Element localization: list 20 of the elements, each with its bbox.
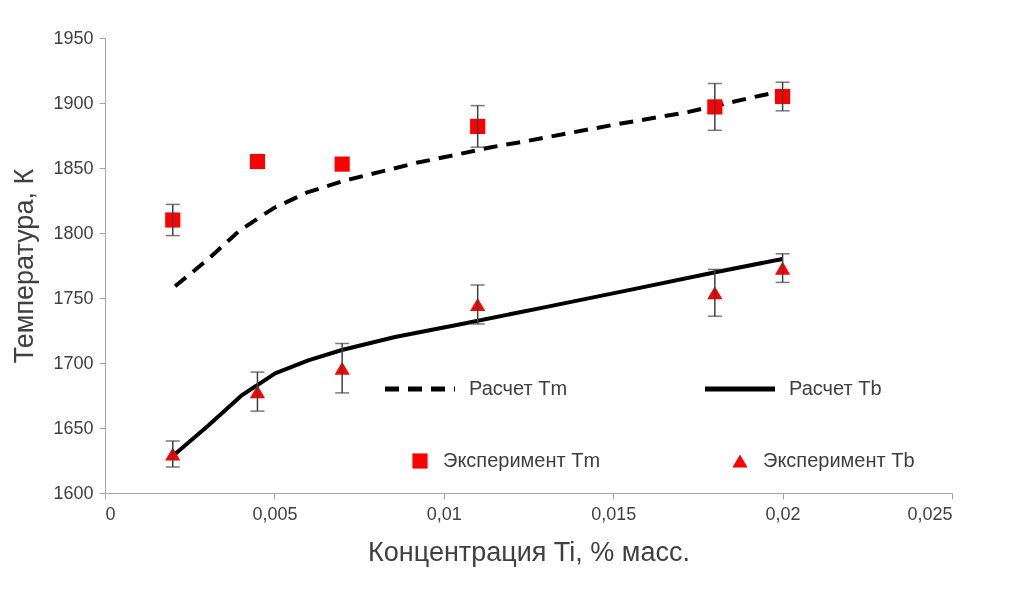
legend-label: Расчет Tm bbox=[469, 377, 568, 399]
y-tick-label: 1800 bbox=[53, 222, 94, 243]
x-tick-label: 0,015 bbox=[591, 503, 637, 524]
y-tick-label: 1700 bbox=[53, 352, 94, 373]
y-tick-label: 1650 bbox=[53, 417, 94, 438]
legend-label: Расчет Tb bbox=[789, 377, 882, 399]
legend-label: Эксперимент Tb bbox=[763, 449, 915, 471]
y-tick-label: 1600 bbox=[53, 482, 94, 503]
x-tick-label: 0,025 bbox=[907, 503, 953, 524]
y-tick-label: 1850 bbox=[53, 157, 94, 178]
x-tick-label: 0,005 bbox=[252, 503, 298, 524]
x-axis-title: Концентрация Ti, % масс. bbox=[368, 536, 690, 567]
y-tick-label: 1750 bbox=[53, 287, 94, 308]
y-tick-label: 1900 bbox=[53, 92, 94, 113]
legend-label: Эксперимент Tm bbox=[443, 449, 601, 471]
x-tick-label: 0 bbox=[105, 503, 116, 524]
x-tick-label: 0,02 bbox=[765, 503, 801, 524]
x-tick-label: 0,01 bbox=[426, 503, 462, 524]
y-tick-label: 1950 bbox=[53, 27, 94, 48]
y-axis-title: Температура, К bbox=[9, 168, 40, 364]
